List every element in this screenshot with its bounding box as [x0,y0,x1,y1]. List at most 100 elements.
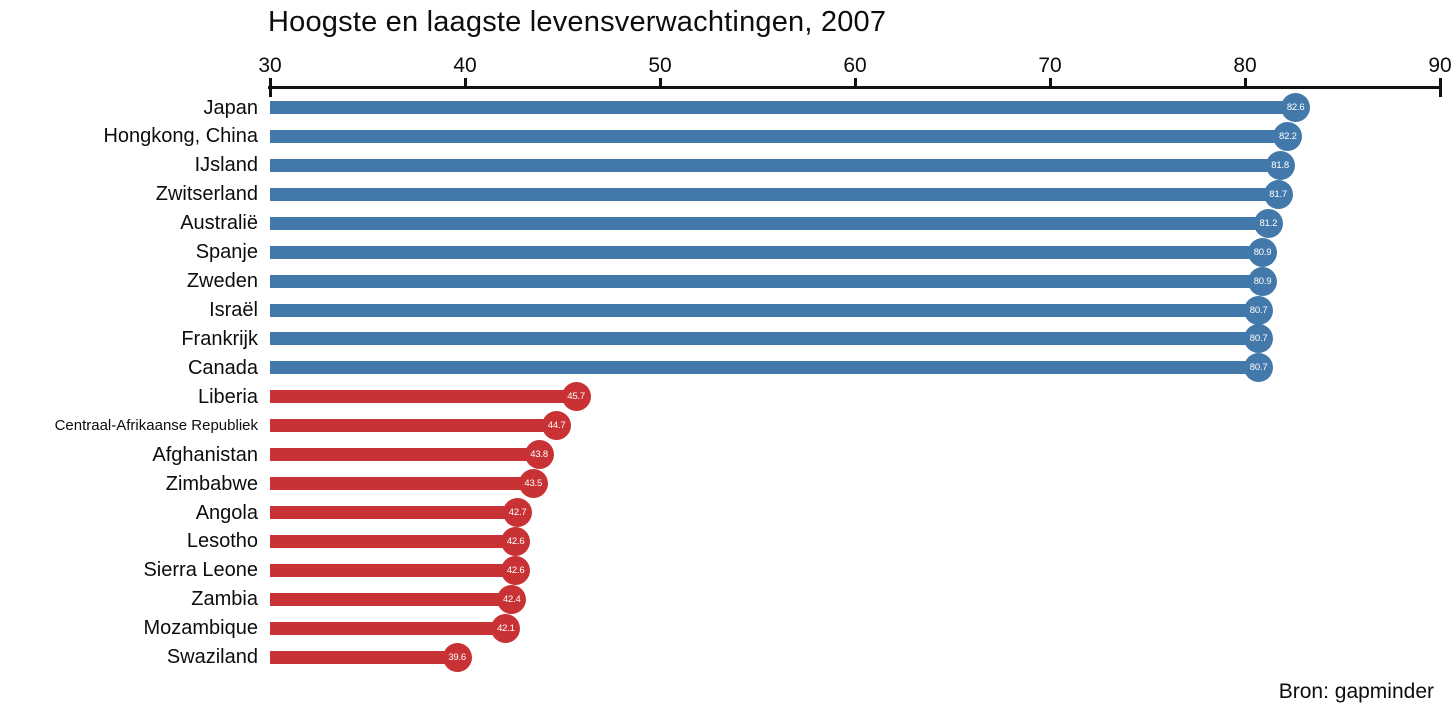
category-label: Canada [187,356,258,379]
bar [270,563,516,577]
bar [270,419,557,433]
value-marker: 42.1 [491,613,521,643]
value-label: 43.5 [524,478,543,490]
value-label: 80.9 [1253,246,1272,258]
source-note: Bron: gapminder [1278,680,1434,703]
value-label: 80.7 [1249,333,1268,345]
value-label: 42.7 [508,507,527,519]
value-marker: 42.6 [501,526,531,556]
category-label: Australië [180,212,258,235]
category-label: Angola [195,501,258,524]
value-label: 81.2 [1259,217,1278,229]
value-label: 82.6 [1286,102,1305,113]
bar [270,448,540,462]
value-marker: 44.7 [542,411,572,441]
bar [270,101,1296,114]
category-label: Spanje [195,241,258,264]
value-label: 43.8 [530,449,548,461]
x-axis-tick-label: 90 [1428,54,1452,77]
bar [270,332,1259,346]
x-axis-tick-label: 80 [1233,54,1257,77]
chart-title: Hoogste en laagste levensverwachtingen, … [268,6,887,38]
x-axis-tick [268,78,272,86]
value-label: 81.7 [1269,188,1287,200]
value-label: 42.4 [502,593,521,605]
value-marker: 82.6 [1281,93,1311,122]
bar [270,216,1269,230]
bar [270,621,506,635]
value-label: 80.7 [1249,362,1268,374]
x-axis-tick-label: 60 [843,54,867,77]
value-marker: 80.9 [1248,266,1278,296]
value-marker: 81.8 [1265,150,1295,180]
category-label: Lesotho [186,530,258,553]
category-label: Zwitserland [155,183,258,206]
value-marker: 43.5 [518,469,548,499]
bar [270,303,1259,317]
value-marker: 80.7 [1244,353,1274,383]
value-label: 45.7 [567,391,585,403]
x-axis-tick [853,78,857,86]
bar [270,592,512,606]
bar [270,245,1263,259]
category-label: Centraal-Afrikaanse Republiek [54,416,258,434]
category-label: Liberia [197,385,258,408]
category-label: Sierra Leone [143,559,258,582]
x-axis-tick [1048,78,1052,86]
value-marker: 81.2 [1253,208,1283,238]
bar [270,158,1281,172]
value-marker: 80.7 [1244,295,1274,325]
value-marker: 82.2 [1273,121,1303,151]
bar [270,650,458,664]
value-marker: 80.7 [1244,324,1274,354]
category-label: Zambia [191,588,258,611]
value-label: 81.8 [1271,159,1289,171]
x-axis-tick-label: 40 [453,54,477,77]
category-label: Zweden [186,270,258,293]
value-marker: 45.7 [561,382,591,412]
x-axis-tick-label: 50 [648,54,672,77]
value-marker: 42.6 [501,555,531,585]
value-label: 42.1 [497,622,515,634]
x-axis-tick-label: 70 [1038,54,1062,77]
x-axis-tick-label: 30 [258,54,282,77]
category-label: Afghanistan [152,443,258,466]
value-marker: 43.8 [524,440,554,470]
bar [270,274,1263,288]
bar [270,129,1288,143]
value-label: 42.6 [506,535,525,547]
x-axis-tick [463,78,467,86]
value-label: 39.6 [448,651,467,663]
category-label: Mozambique [143,617,258,640]
x-axis-tick [1243,78,1247,86]
value-marker: 81.7 [1263,179,1293,209]
bar [270,390,577,404]
bar [270,361,1259,375]
value-label: 42.6 [506,564,525,576]
bar [270,506,518,520]
x-axis-end-cap [268,89,272,97]
x-axis-line [268,86,1442,89]
value-marker: 42.7 [503,498,533,528]
value-label: 80.7 [1249,304,1268,316]
category-label: Hongkong, China [103,125,258,148]
value-marker: 39.6 [442,642,472,672]
value-marker: 80.9 [1248,237,1278,267]
bar [270,187,1279,201]
value-label: 44.7 [547,420,566,432]
value-label: 82.2 [1279,130,1297,142]
bar [270,477,534,491]
bar [270,534,516,548]
category-label: Frankrijk [181,327,258,350]
x-axis-tick [1438,78,1442,86]
value-label: 80.9 [1253,275,1272,287]
category-label: Israël [209,299,258,321]
category-label: Japan [203,96,259,119]
x-axis-tick [658,78,662,86]
category-label: IJsland [194,154,258,177]
category-label: Swaziland [166,646,258,669]
category-label: Zimbabwe [165,472,258,495]
x-axis-end-cap [1438,89,1442,97]
value-marker: 42.4 [497,584,527,614]
